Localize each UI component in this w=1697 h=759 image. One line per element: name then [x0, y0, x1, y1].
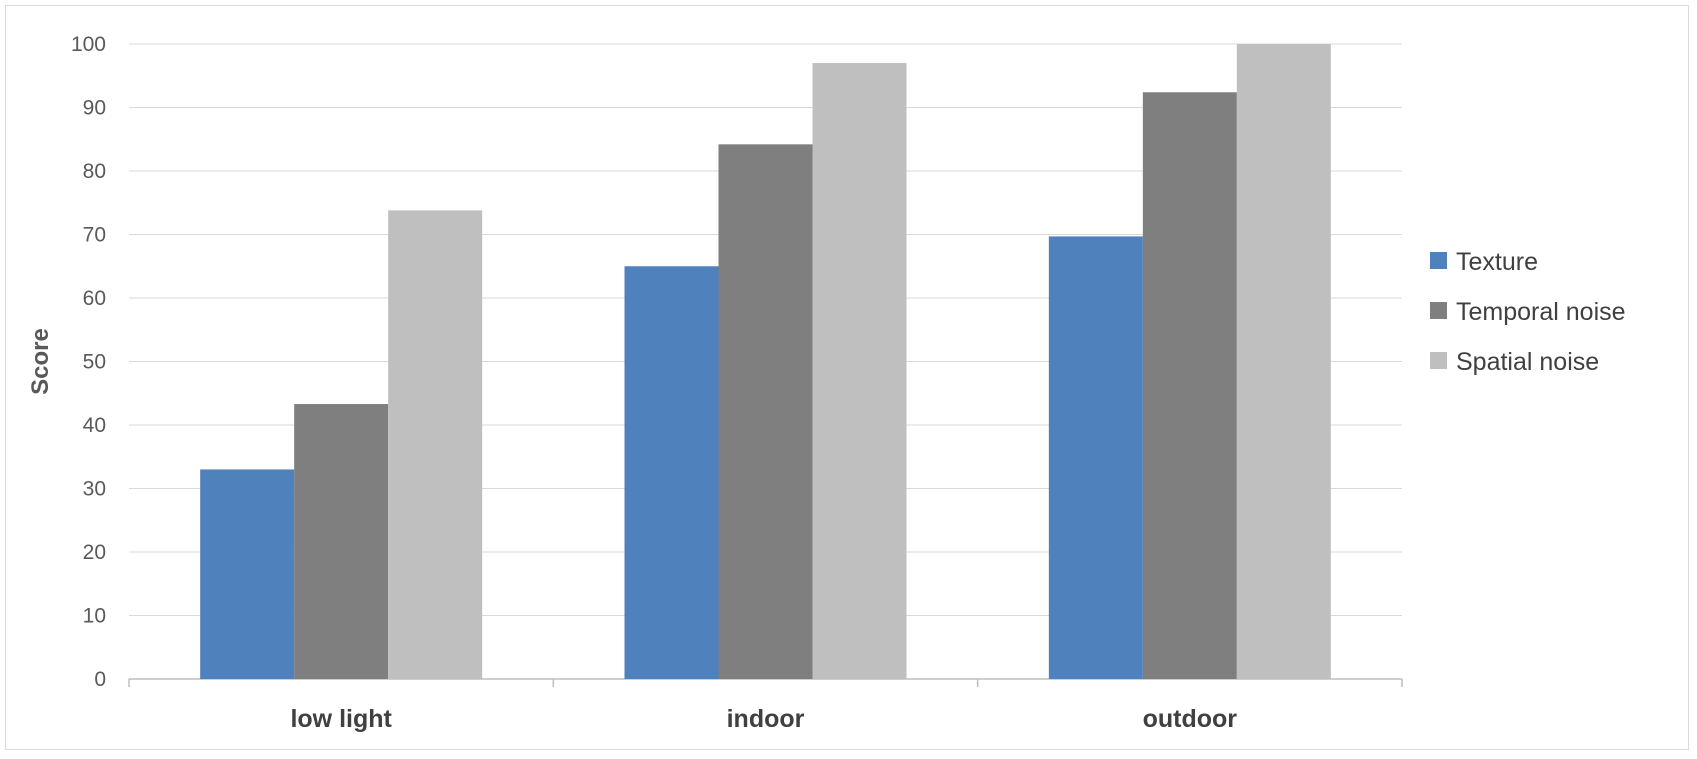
x-tick-label: indoor — [727, 705, 805, 733]
y-tick-label: 60 — [83, 287, 106, 310]
y-tick-label: 40 — [83, 414, 106, 437]
bar — [200, 469, 295, 679]
legend: Texture Temporal noise Spatial noise — [1430, 248, 1626, 376]
tick-labels: 0 10 20 30 40 50 60 70 80 90 100 low light indoor out… — [71, 33, 1237, 733]
bar — [812, 63, 907, 680]
y-tick-label: 50 — [83, 351, 106, 374]
bar — [718, 144, 813, 679]
bar — [1048, 236, 1143, 679]
y-tick-label: 90 — [83, 97, 106, 120]
x-tick-label: low light — [290, 705, 392, 733]
y-tick-label: 70 — [83, 224, 106, 247]
legend-swatch — [1430, 252, 1447, 269]
legend-label: Texture — [1456, 248, 1538, 276]
bar — [1142, 92, 1237, 679]
axes — [128, 678, 1403, 687]
bar — [388, 210, 483, 679]
bars — [200, 44, 1331, 680]
bar — [624, 266, 719, 679]
legend-label: Temporal noise — [1456, 298, 1626, 326]
legend-swatch — [1430, 302, 1447, 319]
y-tick-label: 20 — [83, 541, 106, 564]
y-axis-title: Score — [27, 328, 54, 395]
bar — [1236, 44, 1331, 679]
x-tick-label: outdoor — [1143, 705, 1238, 733]
y-tick-label: 100 — [71, 33, 106, 56]
legend-label: Spatial noise — [1456, 348, 1599, 376]
bar — [294, 404, 389, 679]
y-tick-label: 0 — [94, 668, 106, 691]
legend-swatch — [1430, 352, 1447, 369]
y-tick-label: 10 — [83, 605, 106, 628]
y-tick-label: 80 — [83, 160, 106, 183]
y-tick-label: 30 — [83, 478, 106, 501]
